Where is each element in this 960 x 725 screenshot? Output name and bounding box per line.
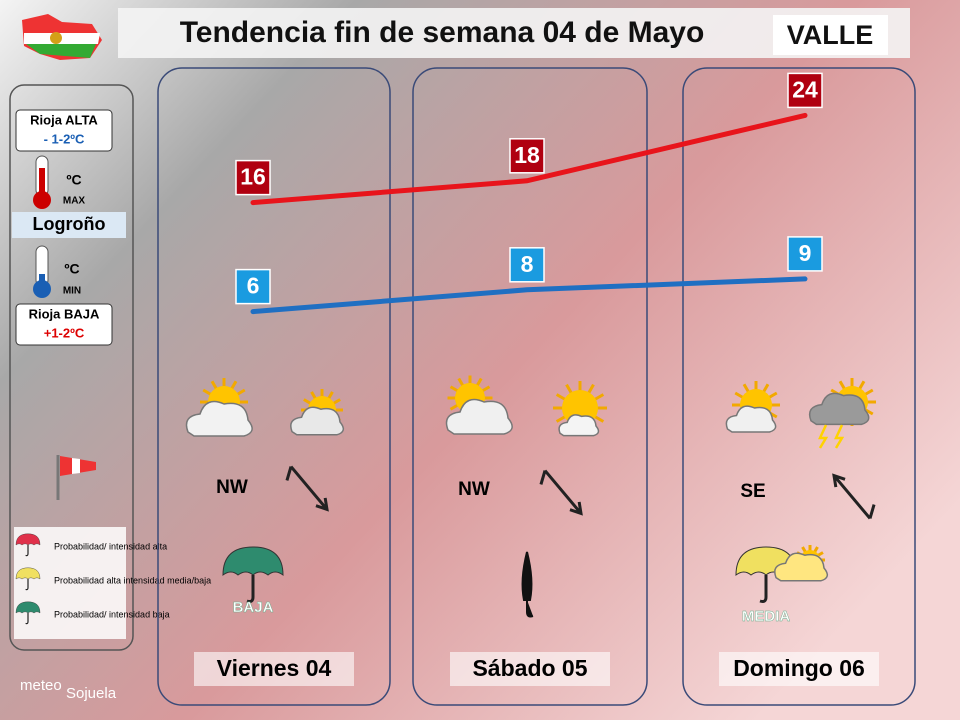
cloud [725,405,777,433]
wind-direction: NW [458,479,490,500]
cloud [290,406,345,436]
day-name: Sábado 05 [472,655,587,681]
day-name: Domingo 06 [733,655,865,681]
day-panel [682,67,916,706]
rain-level: MEDIA [742,608,791,625]
temp-box-max [509,138,545,174]
zone-box [773,15,888,55]
cloud [185,400,253,437]
day-panel [412,67,648,706]
umbrella-handle [759,575,768,603]
logo-meteo: meteo [20,677,62,694]
legend-text: Probabilidad/ intensidad alta [54,541,167,551]
temp-min: 6 [247,273,260,299]
legend-umbrella [15,533,41,557]
legend-text: Probabilidad/ intensidad baja [54,609,170,619]
temp-line-max [250,112,808,206]
logo-sojuela: Sojuela [66,685,117,702]
cloud [808,392,870,426]
cloud [445,398,513,435]
rain-level: BAJA [233,599,274,616]
wind-direction: NW [216,477,248,498]
low-box [15,303,113,346]
flag [22,14,102,60]
temp-max: 16 [240,164,266,190]
temp-box-min [509,247,545,283]
day-name-box [450,652,610,686]
day-name-box [719,652,879,686]
temp-box-min [787,236,823,272]
low-value: +1-2ºC [44,325,85,340]
thermometer-min [33,245,51,298]
umbrella-canopy [15,567,41,580]
wind-arrow-shape [539,469,583,516]
wind-arrow-shape [832,473,876,520]
sidebar [9,84,134,651]
day-name-box [194,652,354,686]
max-unit: ºC [66,172,81,188]
city: Logroño [33,214,106,234]
cloud [774,552,829,582]
lightning [818,424,845,449]
wind-arrow [539,469,583,516]
legend-box [14,527,126,639]
wind-arrow-shape [285,465,329,512]
min-tag: MIN [63,286,81,297]
day-panel [157,67,391,706]
umbrella-handle [25,579,29,591]
windsock [56,455,96,500]
max-tag: MAX [63,196,86,207]
day-name: Viernes 04 [217,655,332,681]
min-unit: ºC [64,261,79,277]
high-label: Rioja ALTA [30,112,98,127]
temp-line-min [250,276,808,315]
temp-min: 8 [521,251,534,277]
high-value: - 1-2ºC [44,131,85,146]
umbrella-canopy [15,601,41,614]
temp-box-max [787,72,823,109]
umbrella-handle [246,575,255,603]
thermometer-max [33,155,51,209]
city-box [12,212,126,238]
title: Tendencia fin de semana 04 de Mayo [180,16,705,49]
legend-text: Probabilidad alta intensidad media/baja [54,575,211,585]
temp-min: 9 [799,240,812,266]
umbrella-handle [25,613,29,625]
temp-box-max [235,159,271,196]
wind-direction: SE [740,481,765,502]
closed-umbrella [521,551,534,618]
wind-arrow [285,465,329,512]
temp-max: 24 [792,76,818,102]
legend-umbrella [15,601,41,625]
temp-max: 18 [514,142,540,168]
low-label: Rioja BAJA [29,306,100,321]
rain-umbrella [222,546,284,603]
legend-umbrella [15,567,41,591]
zone: VALLE [787,20,874,50]
umbrella-canopy [222,546,284,576]
umbrella-handle [25,545,29,557]
cloud [558,414,600,437]
high-box [15,109,113,152]
umbrella-canopy [15,533,41,546]
temp-box-min [235,268,271,305]
wind-arrow [832,473,876,520]
